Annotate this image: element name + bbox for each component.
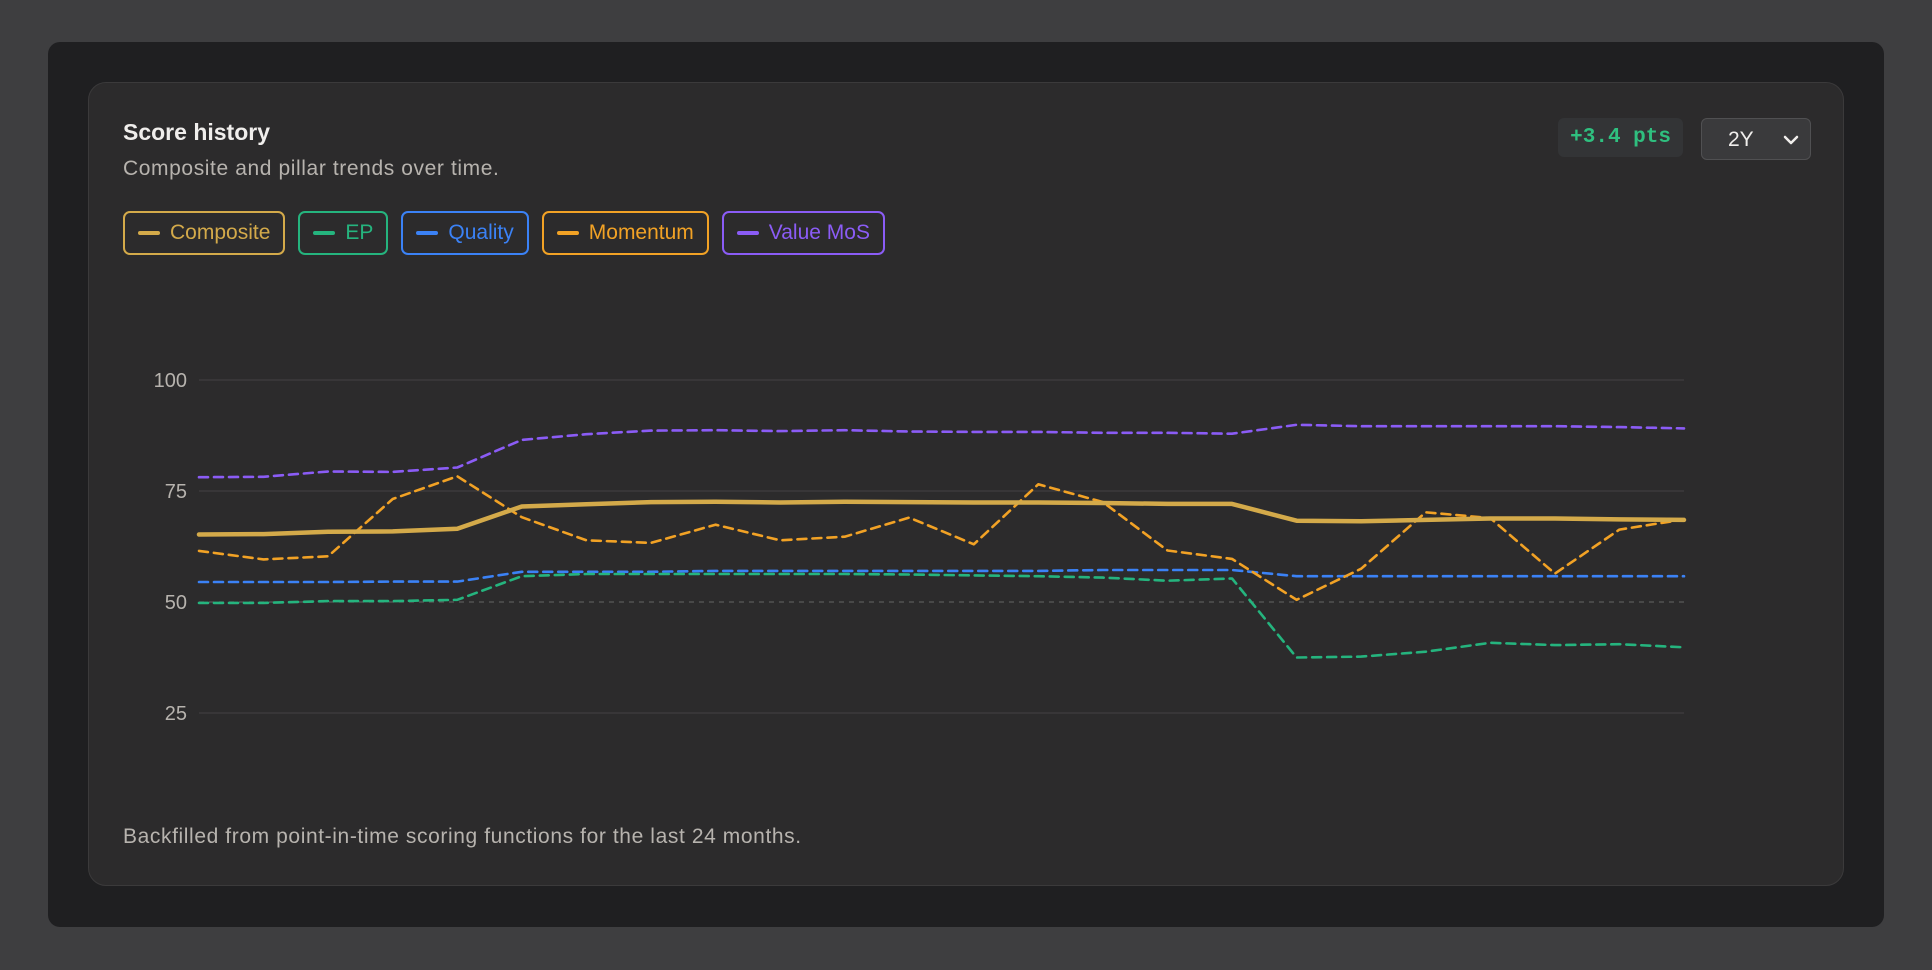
y-tick-label: 50 [165, 592, 187, 614]
legend-swatch [556, 231, 579, 235]
series-line-quality [197, 568, 1686, 584]
legend-chip-composite[interactable]: Composite [123, 211, 286, 255]
time-range-value: 2Y [1728, 128, 1754, 151]
score-delta-badge: +3.4 pts [1558, 118, 1683, 157]
legend-swatch [736, 231, 759, 235]
chevron-down-icon [1782, 131, 1800, 155]
score-history-card: Score history Composite and pillar trend… [88, 82, 1844, 886]
series-line-composite [196, 499, 1687, 537]
legend-chip-momentum[interactable]: Momentum [541, 211, 709, 255]
card-title: Score history [123, 119, 270, 145]
series-line-ep [197, 572, 1686, 659]
y-tick-label: 75 [165, 481, 187, 503]
legend-label: Momentum [588, 221, 694, 244]
series-line-value-mos [197, 423, 1686, 479]
legend-chip-quality[interactable]: Quality [401, 211, 529, 255]
legend-chip-value-mos[interactable]: Value MoS [721, 211, 885, 255]
legend-label: Composite [170, 221, 271, 244]
score-history-chart: 0255075100Sep 24Jan 25May 25Sep 25Jan 26… [154, 370, 1687, 725]
legend-label: Quality [448, 221, 514, 244]
y-tick-label: 25 [165, 703, 187, 725]
series-line-momentum [197, 475, 1686, 602]
legend-swatch [138, 231, 160, 235]
legend-swatch [416, 231, 439, 235]
time-range-select[interactable]: 2Y [1701, 118, 1811, 160]
legend-label: Value MoS [768, 221, 870, 244]
legend-swatch [313, 231, 336, 235]
series-legend: Composite EP Quality Momentum Value MoS [123, 211, 885, 255]
card-subtitle: Composite and pillar trends over time. [123, 157, 500, 180]
legend-chip-ep[interactable]: EP [298, 211, 389, 255]
y-tick-label: 100 [154, 370, 187, 392]
card-footnote: Backfilled from point-in-time scoring fu… [123, 825, 802, 848]
legend-label: EP [345, 221, 374, 244]
